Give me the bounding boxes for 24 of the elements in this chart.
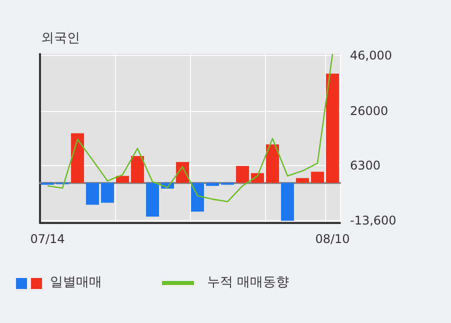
bar	[236, 166, 249, 183]
bar	[206, 182, 219, 186]
bar	[86, 182, 99, 205]
bar	[146, 182, 159, 217]
bar	[101, 182, 114, 203]
chart-title: 외국인	[41, 31, 80, 46]
line-series	[46, 53, 334, 202]
bar	[116, 176, 129, 183]
bar	[326, 74, 339, 183]
x-tick-label: 08/10	[315, 232, 350, 246]
y-tick-label: -13,600	[350, 214, 396, 228]
bar	[281, 182, 294, 221]
legend-label: 누적 매매동향	[207, 275, 290, 290]
y-tick-label: 26000	[350, 104, 388, 118]
bar	[191, 182, 204, 212]
bar	[296, 178, 309, 183]
y-tick-label: 6300	[350, 158, 381, 172]
bar	[71, 133, 84, 183]
bar	[131, 156, 144, 183]
bar	[311, 172, 324, 183]
bar	[266, 144, 279, 183]
legend-label: 일별매매	[50, 275, 102, 290]
y-tick-label: 46,000	[350, 48, 392, 62]
x-tick-label: 07/14	[30, 232, 65, 246]
